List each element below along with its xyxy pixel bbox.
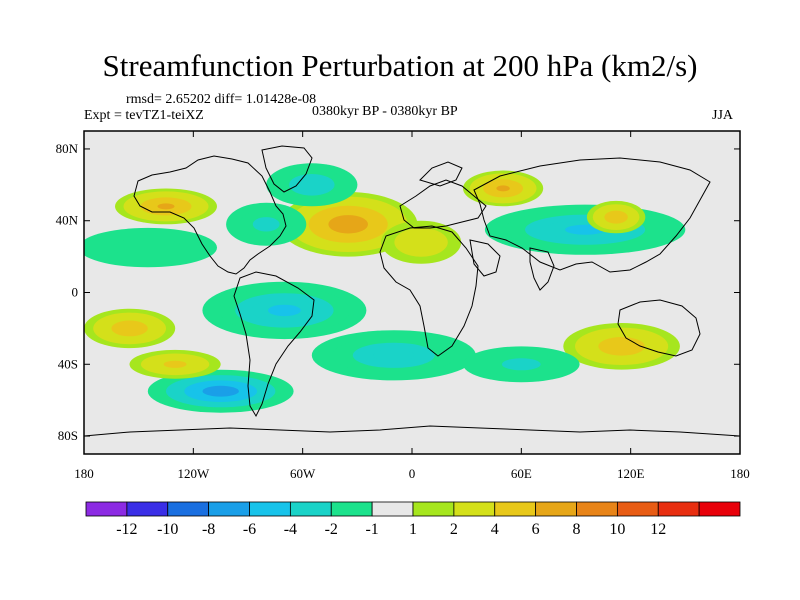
- colorbar-box: [167, 501, 210, 517]
- anomaly-feature: [84, 227, 217, 268]
- colorbar-box: [453, 501, 496, 517]
- period-label: 0380kyr BP - 0380kyr BP: [312, 104, 458, 119]
- lat-tick-label: 80N: [56, 141, 79, 156]
- colorbar-box: [126, 501, 169, 517]
- contour-band: [120, 324, 139, 333]
- colorbar-box: [208, 501, 250, 517]
- anomaly-feature: [226, 202, 307, 246]
- colorbar-label: 12: [650, 521, 666, 538]
- coast-scandinavia: [419, 161, 463, 187]
- anomaly-feature: [381, 220, 462, 264]
- lon-tick-label: 60W: [290, 466, 316, 481]
- colorbar-box: [330, 501, 373, 517]
- colorbar-label: 10: [609, 521, 625, 538]
- colorbar-box: [412, 501, 455, 517]
- experiment-label: Expt = tevTZ1-teiXZ: [84, 108, 204, 123]
- anomaly-feature: [147, 369, 294, 413]
- contour-band: [373, 349, 415, 362]
- contour-band: [113, 237, 183, 258]
- coast-greenland: [261, 145, 313, 193]
- lon-tick-label: 180: [730, 466, 750, 481]
- stats-line: rmsd= 2.65202 diff= 1.01428e-08: [126, 92, 317, 107]
- contour-band: [501, 358, 541, 371]
- colorbar-box: [576, 501, 618, 517]
- lat-tick-label: 40S: [58, 356, 78, 371]
- coast-africa: [379, 225, 479, 357]
- chart-title: Streamfunction Perturbation at 200 hPa (…: [102, 48, 698, 83]
- colorbar-box: [657, 501, 700, 517]
- contour-band: [252, 217, 280, 232]
- colorbar-label: 8: [573, 521, 581, 538]
- contour-band: [610, 213, 622, 221]
- colorbar-box: [289, 501, 332, 517]
- contour-band: [496, 185, 510, 192]
- lat-tick-label: 80S: [58, 428, 78, 443]
- colorbar-box: [616, 501, 659, 517]
- colorbar-label: -1: [365, 521, 378, 538]
- season-label: JJA: [712, 108, 734, 123]
- colorbar-box: [494, 501, 537, 517]
- contour-band: [300, 179, 324, 191]
- contour-band: [407, 235, 435, 250]
- contour-band: [268, 304, 301, 317]
- colorbar-box: [371, 501, 414, 517]
- anomaly-feature: [311, 330, 476, 381]
- anomaly-feature: [115, 188, 217, 225]
- lon-tick-label: 60E: [511, 466, 532, 481]
- lon-tick-label: 120W: [177, 466, 210, 481]
- anomaly-feature: [463, 170, 544, 207]
- lon-tick-label: 180: [74, 466, 94, 481]
- anomaly-feature: [484, 204, 686, 255]
- colorbar-label: -12: [116, 521, 137, 538]
- coast-arabia: [469, 239, 501, 277]
- coast-south-america: [233, 271, 315, 418]
- lat-tick-label: 0: [72, 285, 79, 300]
- coast-asia: [473, 157, 711, 273]
- contour-band: [609, 341, 634, 351]
- contour-band: [163, 360, 187, 368]
- anomaly-feature: [202, 281, 367, 340]
- colorbar-box: [535, 501, 577, 517]
- coastlines: [84, 145, 740, 437]
- colorbar-label: -10: [157, 521, 178, 538]
- colorbar: -12 -10 -8 -6 -4 -2 -1 1 2 4 6 8 10 12: [85, 501, 741, 538]
- lat-tick-label: 40N: [56, 213, 79, 228]
- contour-band: [338, 219, 359, 229]
- colorbar-label: 2: [450, 521, 458, 538]
- colorbar-label: -6: [243, 521, 256, 538]
- anomaly-feature: [266, 163, 358, 207]
- contour-band: [157, 203, 175, 210]
- colorbar-box: [249, 501, 291, 517]
- coast-india: [529, 247, 555, 291]
- anomaly-feature: [463, 346, 580, 383]
- coast-australia: [617, 299, 701, 357]
- colorbar-box: [698, 501, 741, 517]
- colorbar-label: -8: [202, 521, 215, 538]
- colorbar-box: [85, 501, 128, 517]
- colorbar-label: 4: [491, 521, 499, 538]
- colorbar-label: -2: [325, 521, 338, 538]
- anomaly-feature: [586, 200, 646, 234]
- map-axes: 80N 40N 0 40S 80S 180 120W 60W 0 60E 120E 180: [56, 131, 750, 481]
- lon-tick-label: 120E: [617, 466, 645, 481]
- coast-north-america: [133, 155, 287, 275]
- colorbar-label: 6: [532, 521, 540, 538]
- contour-band: [211, 388, 230, 394]
- anomaly-feature: [129, 349, 221, 379]
- streamfunction-field: [84, 163, 686, 413]
- colorbar-label: -4: [284, 521, 297, 538]
- lon-tick-label: 0: [409, 466, 416, 481]
- anomaly-feature: [84, 308, 176, 349]
- coast-antarctica: [84, 425, 740, 437]
- colorbar-label: 1: [409, 521, 417, 538]
